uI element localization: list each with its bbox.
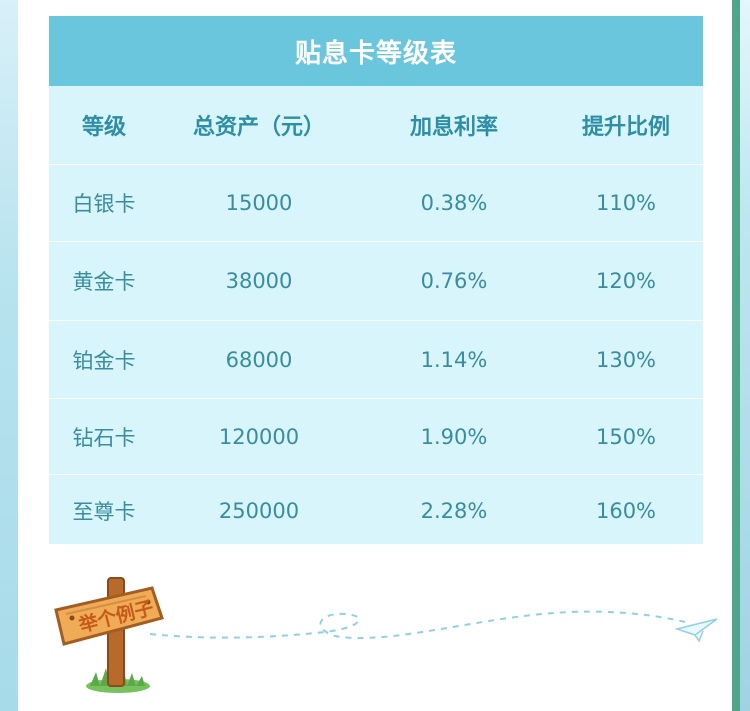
table-header-row: 等级 总资产（元） 加息利率 提升比例 <box>49 86 703 165</box>
cell-assets: 250000 <box>218 499 300 523</box>
cell-level: 黄金卡 <box>72 270 136 294</box>
cell-level: 至尊卡 <box>72 500 136 524</box>
table-title: 贴息卡等级表 <box>49 16 703 86</box>
wooden-signpost-icon: 举个例子 <box>48 568 178 698</box>
table-row: 黄金卡 38000 0.76% 120% <box>49 242 703 321</box>
cell-rate: 0.76% <box>420 269 488 293</box>
cell-rate: 1.14% <box>420 347 488 372</box>
table-row: 钻石卡 120000 1.90% 150% <box>49 399 703 475</box>
cell-rate: 2.28% <box>420 499 488 523</box>
cell-rate: 1.90% <box>420 424 488 449</box>
paper-plane-icon <box>675 618 718 643</box>
header-assets: 总资产（元） <box>192 115 325 140</box>
cell-assets: 120000 <box>218 424 300 449</box>
table-row: 白银卡 15000 0.38% 110% <box>49 165 703 242</box>
cell-boost: 130% <box>595 347 657 372</box>
cell-level: 钻石卡 <box>72 425 136 450</box>
cell-rate: 0.38% <box>420 191 488 215</box>
header-boost: 提升比例 <box>581 115 670 140</box>
header-level: 等级 <box>81 115 126 140</box>
card-level-table: 贴息卡等级表 等级 总资产（元） 加息利率 提升比例 白银卡 15000 0.3… <box>49 16 703 544</box>
cell-assets: 15000 <box>225 191 293 215</box>
cell-boost: 150% <box>595 424 657 449</box>
cell-assets: 68000 <box>225 347 293 372</box>
dashed-flight-path <box>150 610 686 640</box>
right-green-border <box>732 0 740 711</box>
left-decorative-rail <box>0 0 18 711</box>
cell-boost: 110% <box>595 191 657 215</box>
cell-level: 铂金卡 <box>72 348 136 373</box>
header-rate: 加息利率 <box>409 115 498 140</box>
cell-assets: 38000 <box>225 269 293 293</box>
table-row: 铂金卡 68000 1.14% 130% <box>49 321 703 399</box>
cell-boost: 160% <box>595 499 657 523</box>
cell-level: 白银卡 <box>72 192 136 216</box>
cell-boost: 120% <box>595 269 657 293</box>
table-row: 至尊卡 250000 2.28% 160% <box>49 475 703 547</box>
